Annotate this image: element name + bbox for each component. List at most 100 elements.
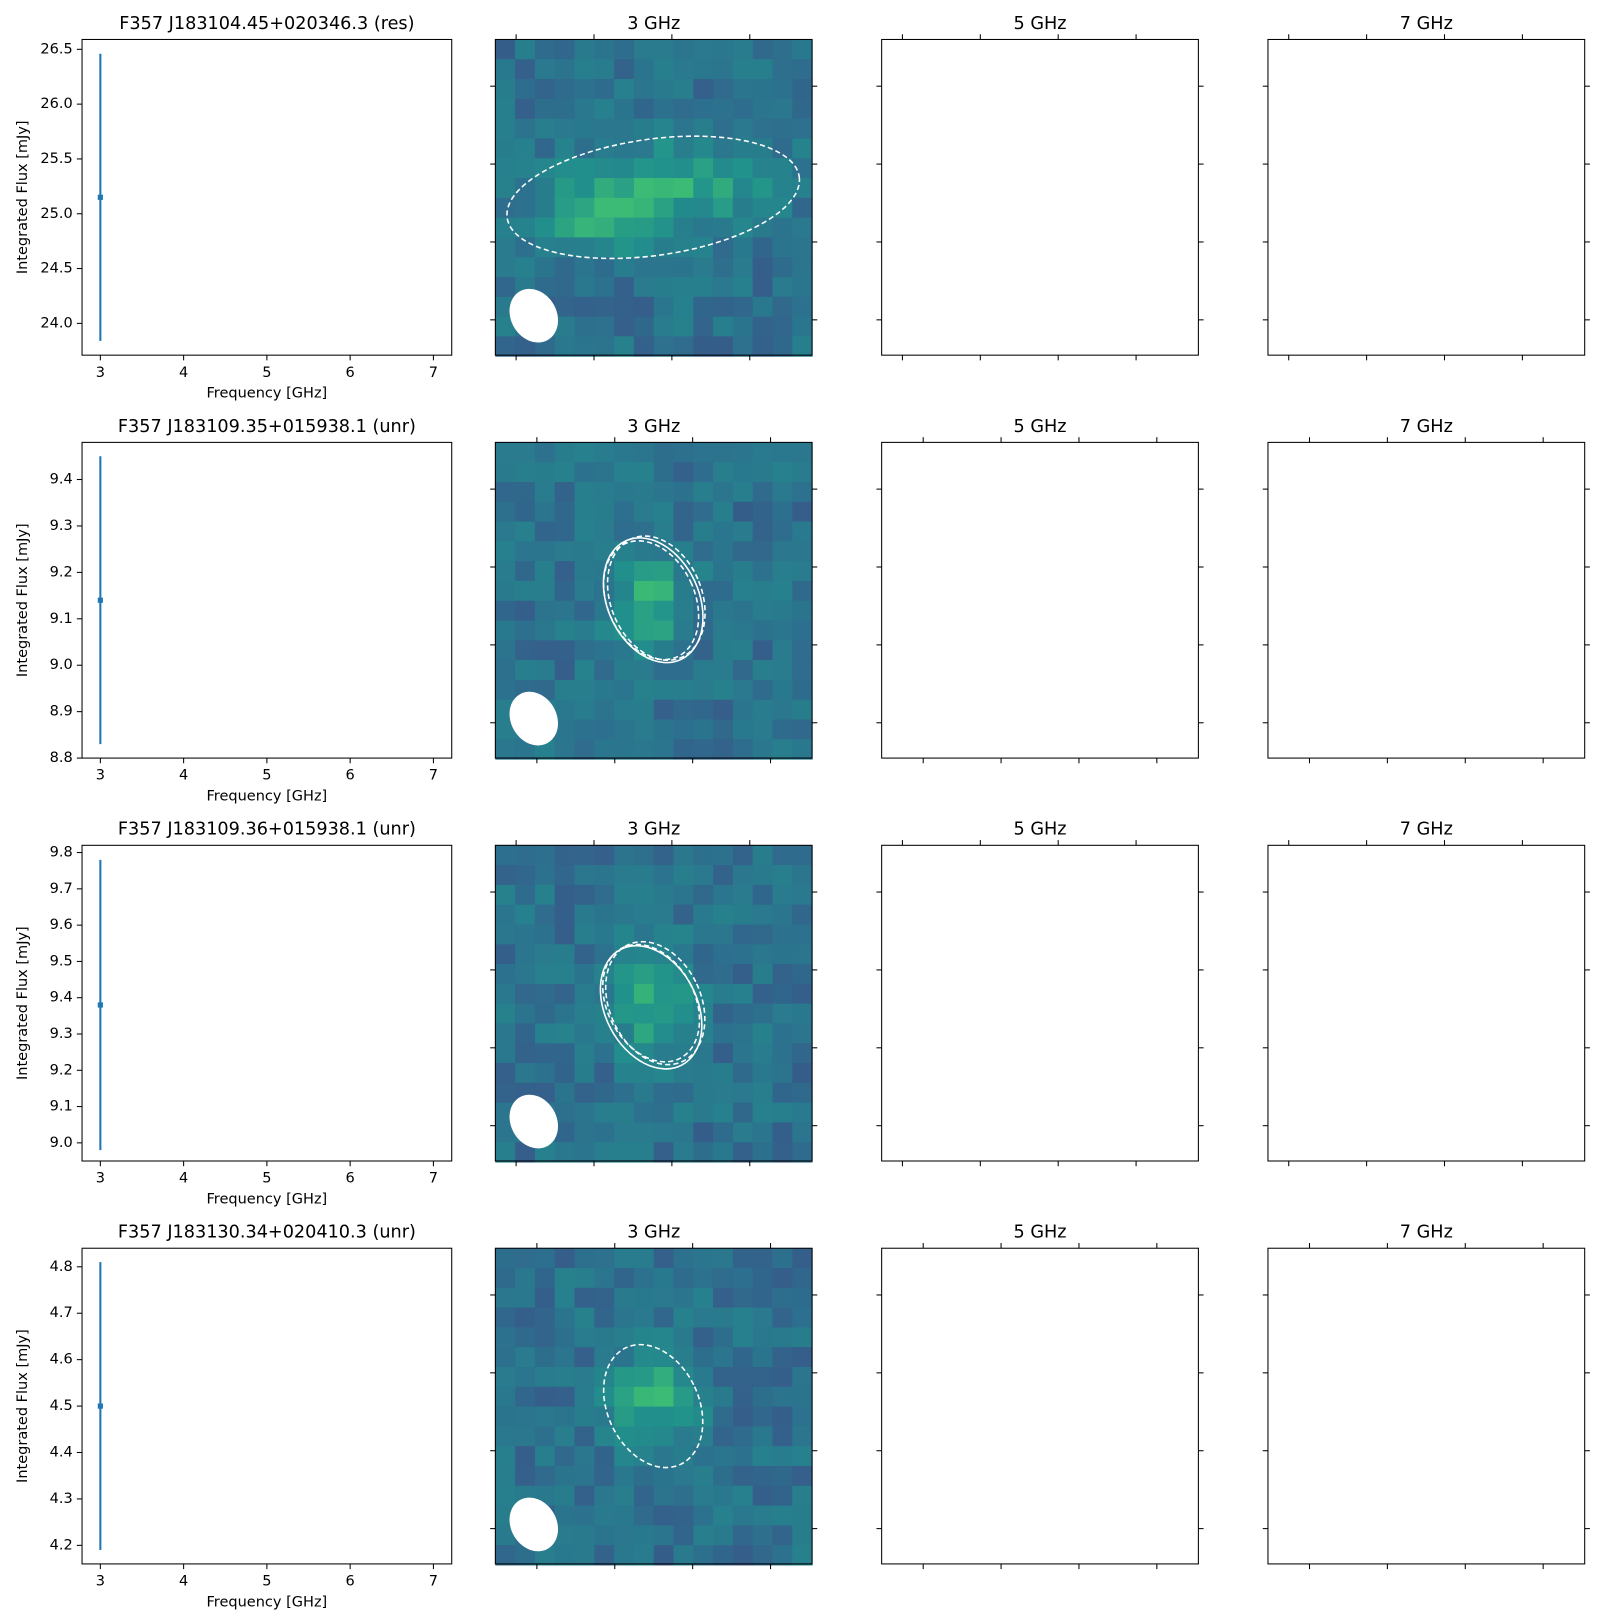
- pixel: [693, 118, 714, 139]
- pixel: [633, 1426, 655, 1447]
- y-tick-label: 9.5: [50, 953, 73, 969]
- pixel: [713, 336, 734, 357]
- pixel: [594, 1485, 615, 1507]
- pixel: [653, 1525, 675, 1546]
- y-tick-label: 26.0: [40, 96, 72, 112]
- pixel: [574, 1446, 595, 1467]
- pixel: [515, 138, 536, 159]
- pixel: [732, 1446, 754, 1467]
- pixel: [673, 1505, 694, 1526]
- pixel: [534, 1426, 556, 1447]
- pixel: [633, 237, 655, 258]
- y-tick-label: 9.0: [50, 1135, 73, 1151]
- pixel: [594, 1287, 615, 1309]
- x-axis-label: Frequency [GHz]: [207, 1594, 328, 1610]
- pixel: [732, 1426, 754, 1447]
- pixel: [772, 98, 793, 120]
- pixel: [752, 1268, 774, 1289]
- pixel: [732, 1386, 754, 1408]
- x-tick-label: 3: [96, 365, 105, 381]
- pixel: [534, 481, 556, 503]
- pixel: [713, 521, 734, 542]
- pixel: [792, 1307, 813, 1328]
- pixel: [772, 845, 793, 866]
- pixel: [594, 1367, 615, 1388]
- pixel: [614, 237, 635, 258]
- pixel: [574, 1545, 595, 1566]
- pixel: [574, 1465, 595, 1487]
- pixel: [772, 1003, 793, 1024]
- pixel: [554, 983, 576, 1005]
- pixel: [772, 158, 793, 179]
- pixel: [752, 39, 774, 60]
- pixel: [594, 237, 615, 258]
- x-tick-label: 5: [262, 768, 271, 784]
- pixel: [653, 1268, 675, 1289]
- pixel: [534, 1406, 556, 1427]
- pixel: [594, 679, 615, 701]
- y-tick-label: 9.4: [50, 472, 73, 488]
- pixel: [495, 197, 516, 219]
- pixel: [732, 336, 754, 357]
- pixel: [673, 580, 694, 602]
- pixel: [713, 1307, 734, 1328]
- pixel: [772, 197, 793, 219]
- pixel: [554, 620, 576, 641]
- pixel: [693, 679, 714, 701]
- pixel: [732, 59, 754, 80]
- pixel: [752, 541, 774, 562]
- pixel: [752, 1485, 774, 1507]
- pixel: [752, 964, 774, 985]
- pixel: [673, 1367, 694, 1388]
- pixel: [633, 1545, 655, 1566]
- pixel: [732, 1063, 754, 1084]
- pixel: [693, 1446, 714, 1467]
- panel: 3 GHz: [490, 14, 818, 361]
- pixel: [673, 1122, 694, 1143]
- pixel: [732, 1082, 754, 1104]
- pixel: [633, 79, 655, 100]
- pixel: [495, 1485, 516, 1507]
- pixel: [495, 739, 516, 760]
- axes-frame: [494, 1247, 813, 1565]
- pixel: [633, 1063, 655, 1084]
- pixel: [594, 158, 615, 179]
- pixel: [792, 237, 813, 258]
- pixel: [772, 640, 793, 661]
- pixel: [713, 699, 734, 721]
- pixel: [653, 580, 675, 602]
- pixel: [495, 1426, 516, 1447]
- pixel: [495, 964, 516, 985]
- pixel: [633, 138, 655, 159]
- pixel: [614, 1446, 635, 1467]
- beam: [509, 691, 559, 746]
- pixel: [772, 620, 793, 641]
- pixel: [515, 924, 536, 945]
- pixel: [713, 118, 734, 139]
- pixel: [792, 257, 813, 278]
- pixel: [792, 561, 813, 582]
- x-axis-label: Frequency [GHz]: [207, 1191, 328, 1207]
- pixel: [515, 501, 536, 523]
- pixel: [713, 983, 734, 1005]
- pixel: [792, 1268, 813, 1289]
- pixel: [495, 1525, 516, 1546]
- pixel: [732, 481, 754, 503]
- pixel: [633, 1347, 655, 1368]
- pixel: [633, 561, 655, 582]
- pixel: [653, 620, 675, 641]
- pixel: [792, 462, 813, 483]
- pixel: [574, 1043, 595, 1064]
- data-point: [97, 194, 103, 200]
- pixel: [554, 1003, 576, 1024]
- pixel: [653, 296, 675, 318]
- pixel: [792, 1406, 813, 1427]
- pixel: [673, 1063, 694, 1084]
- pixel: [653, 521, 675, 542]
- pixel: [752, 1446, 774, 1467]
- pixel: [673, 462, 694, 483]
- x-tick-label: 4: [179, 1171, 188, 1187]
- pixel: [693, 481, 714, 503]
- data-point: [97, 1403, 103, 1409]
- pixel: [534, 1327, 556, 1348]
